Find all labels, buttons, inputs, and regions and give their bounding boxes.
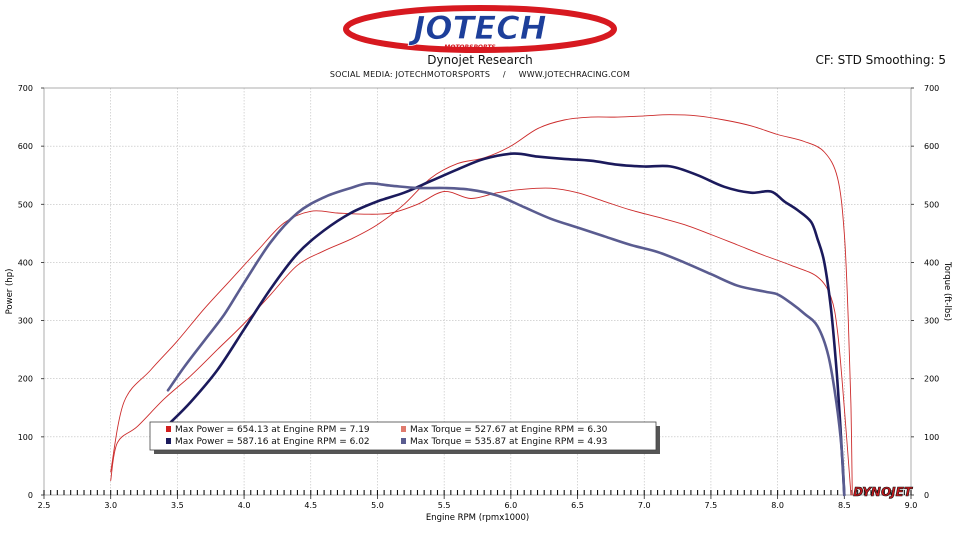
- dynojet-watermark: DYNOJET: [853, 485, 913, 499]
- series-line-1: [110, 114, 853, 496]
- social-media-text: SOCIAL MEDIA: JOTECHMOTORSPORTS: [329, 70, 491, 79]
- correction-factor: CF: STD Smoothing: 5: [815, 53, 946, 67]
- x-tick-label: 3.0: [104, 501, 117, 510]
- x-axis-label: Engine RPM (rpmx1000): [426, 513, 529, 523]
- website-text: WWW.JOTECHRACING.COM: [518, 70, 631, 79]
- series-line-3: [169, 152, 846, 497]
- chart-title: Dynojet Research: [427, 53, 533, 67]
- legend-marker: [401, 426, 406, 432]
- legend: Max Power = 654.13 at Engine RPM = 7.19 M…: [149, 421, 660, 454]
- y-right-tick-label: 400: [924, 258, 939, 267]
- legend-entry: Max Power = 654.13 at Engine RPM = 7.19: [175, 425, 370, 435]
- y-right-tick-label: 200: [924, 375, 939, 384]
- y-left-tick-label: 600: [18, 142, 33, 151]
- y-left-tick-label: 0: [28, 491, 33, 500]
- jotech-logo: JOTECH MOTORSPORTS: [343, 5, 617, 53]
- y-right-tick-label: 500: [924, 200, 939, 209]
- y-axis-right-label: Torque (ft-lbs): [942, 261, 952, 321]
- y-left-tick-label: 100: [18, 433, 33, 442]
- series-line-2: [110, 187, 852, 496]
- y-right-tick-label: 0: [924, 491, 929, 500]
- logo-subtext: MOTORSPORTS: [444, 44, 495, 51]
- header-separator: /: [502, 70, 506, 79]
- x-tick-label: 8.0: [771, 501, 784, 510]
- y-axis-left-label: Power (hp): [5, 269, 15, 315]
- y-left-tick-label: 200: [18, 375, 33, 384]
- x-tick-label: 5.5: [438, 501, 451, 510]
- x-tick-label: 3.5: [171, 501, 184, 510]
- legend-marker: [166, 426, 171, 432]
- header-subtitle: SOCIAL MEDIA: JOTECHMOTORSPORTS / WWW.JO…: [0, 70, 960, 79]
- legend-marker: [166, 438, 171, 444]
- legend-entry: Max Power = 587.16 at Engine RPM = 6.02: [175, 437, 370, 447]
- legend-marker: [401, 438, 406, 444]
- y-left-tick-label: 500: [18, 200, 33, 209]
- x-tick-label: 2.5: [38, 501, 51, 510]
- series-lines: [110, 114, 853, 497]
- y-right-tick-label: 300: [924, 317, 939, 326]
- y-right-tick-label: 700: [924, 84, 939, 93]
- y-left-tick-label: 300: [18, 317, 33, 326]
- legend-items: Max Power = 654.13 at Engine RPM = 7.19 M…: [166, 425, 608, 447]
- x-axis-minor-ticks: [43, 490, 912, 495]
- logo-text: JOTECH: [407, 9, 546, 47]
- y-axis-right-ticks: 0 100 200 300 400 500 600 700: [911, 84, 939, 500]
- legend-entry: Max Torque = 535.87 at Engine RPM = 4.93: [410, 437, 607, 447]
- x-tick-label: 9.0: [905, 501, 918, 510]
- x-tick-label: 6.5: [571, 501, 584, 510]
- legend-entry: Max Torque = 527.67 at Engine RPM = 6.30: [410, 425, 608, 435]
- x-tick-label: 6.0: [504, 501, 517, 510]
- x-tick-label: 7.5: [705, 501, 718, 510]
- y-left-tick-label: 700: [18, 84, 33, 93]
- y-right-tick-label: 100: [924, 433, 939, 442]
- x-tick-label: 5.0: [371, 501, 384, 510]
- series-line-4: [166, 182, 846, 497]
- y-axis-left-ticks: 0 100 200 300 400 500 600 700: [18, 84, 44, 500]
- y-left-tick-label: 400: [18, 258, 33, 267]
- x-tick-label: 8.5: [838, 501, 851, 510]
- x-tick-label: 7.0: [638, 501, 651, 510]
- x-tick-label: 4.0: [238, 501, 251, 510]
- x-axis-ticks: 2.5 3.0 3.5 4.0 4.5 5.0 5.5 6.0 6.5 7.0 7.5 8.0 8.5 9…: [38, 495, 918, 510]
- x-tick-label: 4.5: [304, 501, 317, 510]
- y-right-tick-label: 600: [924, 142, 939, 151]
